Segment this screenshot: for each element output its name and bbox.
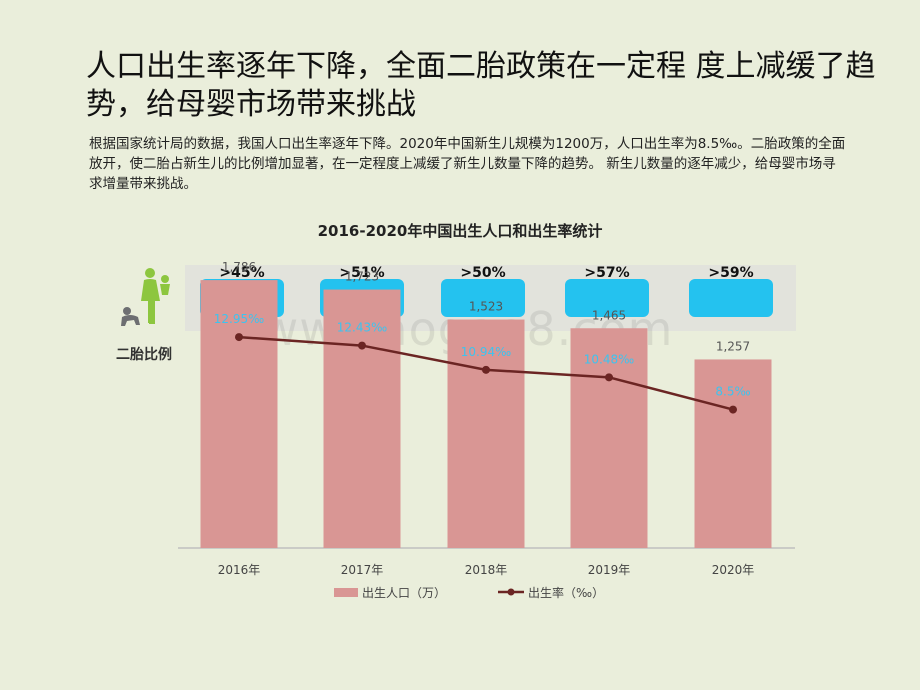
bar <box>447 319 525 548</box>
rate-value-label: 10.48‰ <box>584 352 634 366</box>
rate-point <box>605 373 613 382</box>
family-icon <box>121 268 170 326</box>
ratio-label: >51% <box>339 265 385 281</box>
rate-point <box>482 365 490 374</box>
ratio-box <box>441 279 525 317</box>
rate-value-label: 10.94‰ <box>461 345 511 359</box>
ratio-box <box>689 279 773 317</box>
rate-point <box>235 333 243 342</box>
bar-value-label: 1,523 <box>469 300 503 314</box>
bar <box>323 289 401 548</box>
ratio-label: >57% <box>584 265 630 281</box>
rate-value-label: 8.5‰ <box>715 385 750 399</box>
x-tick-label: 2019年 <box>588 563 631 577</box>
ratio-label: >45% <box>219 265 265 281</box>
bar <box>694 359 772 548</box>
legend-label-bar: 出生人口（万） <box>362 586 446 600</box>
bar <box>570 328 648 548</box>
x-tick-label: 2020年 <box>712 563 755 577</box>
rate-point <box>729 405 737 414</box>
bar-value-label: 1,786 <box>222 260 256 274</box>
x-tick-label: 2018年 <box>465 563 508 577</box>
description-paragraph: 根据国家统计局的数据，我国人口出生率逐年下降。2020年中国新生儿规模为1200… <box>89 136 846 192</box>
ratio-box <box>565 279 649 317</box>
legend-swatch-bar <box>334 588 358 597</box>
x-tick-label: 2016年 <box>218 563 261 577</box>
legend-label-line: 出生率（‰） <box>528 585 604 600</box>
page-title: 人口出生率逐年下降，全面二胎政策在一定程 度上减缓了趋势，给母婴市场带来挑战 <box>86 49 876 122</box>
bar-value-label: 1,465 <box>592 308 626 322</box>
rate-value-label: 12.95‰ <box>214 312 264 326</box>
ratio-label: >59% <box>708 265 754 281</box>
rate-point <box>358 341 366 350</box>
legend-marker-line <box>507 588 515 596</box>
x-tick-label: 2017年 <box>341 563 384 577</box>
ratio-label: >50% <box>460 265 506 281</box>
bar-value-label: 1,723 <box>345 270 379 284</box>
bar <box>200 280 278 548</box>
chart-title: 2016-2020年中国出生人口和出生率统计 <box>317 222 603 240</box>
rate-value-label: 12.43‰ <box>337 321 387 335</box>
second-child-label: 二胎比例 <box>116 347 172 363</box>
bar-value-label: 1,257 <box>716 339 750 353</box>
